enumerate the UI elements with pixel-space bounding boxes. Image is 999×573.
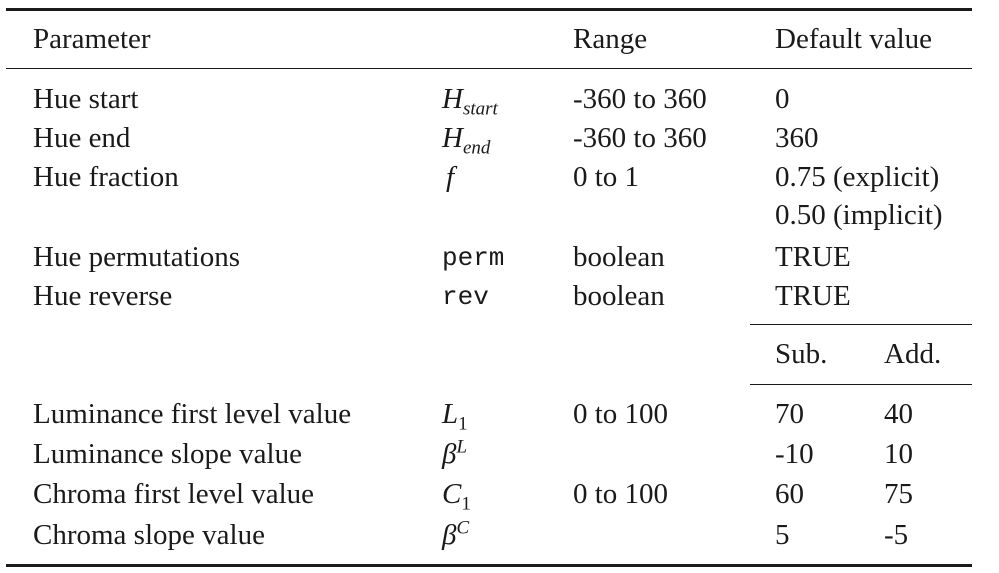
row-hue-reverse-parameter: Hue reverse: [33, 280, 173, 312]
row-hue-fraction-range: 0 to 1: [573, 161, 640, 193]
row-luminance-first-sub: 70: [775, 398, 804, 430]
row-hue-end-range: -360 to 360: [573, 122, 707, 154]
row-hue-start-default: 0: [775, 83, 790, 115]
row-hue-fraction-symbol: f: [446, 161, 455, 193]
row-hue-end-default: 360: [775, 122, 819, 154]
row-hue-start-parameter: Hue start: [33, 83, 139, 115]
subheader-bottom-rule: [750, 384, 972, 385]
row-hue-reverse-range: boolean: [573, 280, 665, 312]
row-hue-fraction-parameter: Hue fraction: [33, 161, 179, 193]
subheader-sub: Sub.: [775, 338, 828, 370]
row-luminance-first-add: 40: [884, 398, 913, 430]
row-chroma-first-sub: 60: [775, 478, 804, 510]
subheader-add: Add.: [884, 338, 942, 370]
row-hue-end-symbol: Hend: [442, 122, 491, 159]
row-chroma-first-parameter: Chroma first level value: [33, 478, 315, 510]
row-luminance-slope-symbol: βL: [442, 436, 468, 470]
row-hue-start-symbol: Hstart: [442, 83, 498, 120]
bottom-rule: [6, 564, 972, 567]
row-hue-permutations-symbol: perm: [442, 243, 505, 273]
header-parameter: Parameter: [33, 23, 151, 55]
header-range: Range: [573, 23, 648, 55]
row-chroma-slope-sub: 5: [775, 519, 790, 551]
row-hue-fraction-default-explicit: 0.75 (explicit): [775, 161, 940, 193]
row-hue-permutations-parameter: Hue permutations: [33, 241, 240, 273]
row-chroma-slope-symbol: βC: [442, 517, 470, 551]
row-luminance-slope-add: 10: [884, 438, 913, 470]
row-chroma-slope-parameter: Chroma slope value: [33, 519, 265, 551]
header-rule: [6, 68, 972, 69]
top-rule: [6, 8, 972, 11]
row-hue-permutations-default: TRUE: [775, 241, 851, 273]
row-chroma-first-symbol: C1: [442, 478, 471, 515]
row-luminance-slope-parameter: Luminance slope value: [33, 438, 302, 470]
row-hue-reverse-symbol: rev: [442, 282, 489, 312]
row-chroma-slope-add: -5: [884, 519, 909, 551]
row-chroma-first-range: 0 to 100: [573, 478, 669, 510]
row-hue-start-range: -360 to 360: [573, 83, 707, 115]
row-chroma-first-add: 75: [884, 478, 913, 510]
row-hue-permutations-range: boolean: [573, 241, 665, 273]
row-luminance-first-range: 0 to 100: [573, 398, 669, 430]
row-luminance-first-parameter: Luminance first level value: [33, 398, 352, 430]
row-luminance-slope-sub: -10: [775, 438, 814, 470]
subheader-top-rule: [750, 324, 972, 325]
row-hue-reverse-default: TRUE: [775, 280, 851, 312]
header-default-value: Default value: [775, 23, 933, 55]
row-luminance-first-symbol: L1: [442, 398, 468, 435]
row-hue-fraction-default-implicit: 0.50 (implicit): [775, 199, 943, 231]
row-hue-end-parameter: Hue end: [33, 122, 131, 154]
